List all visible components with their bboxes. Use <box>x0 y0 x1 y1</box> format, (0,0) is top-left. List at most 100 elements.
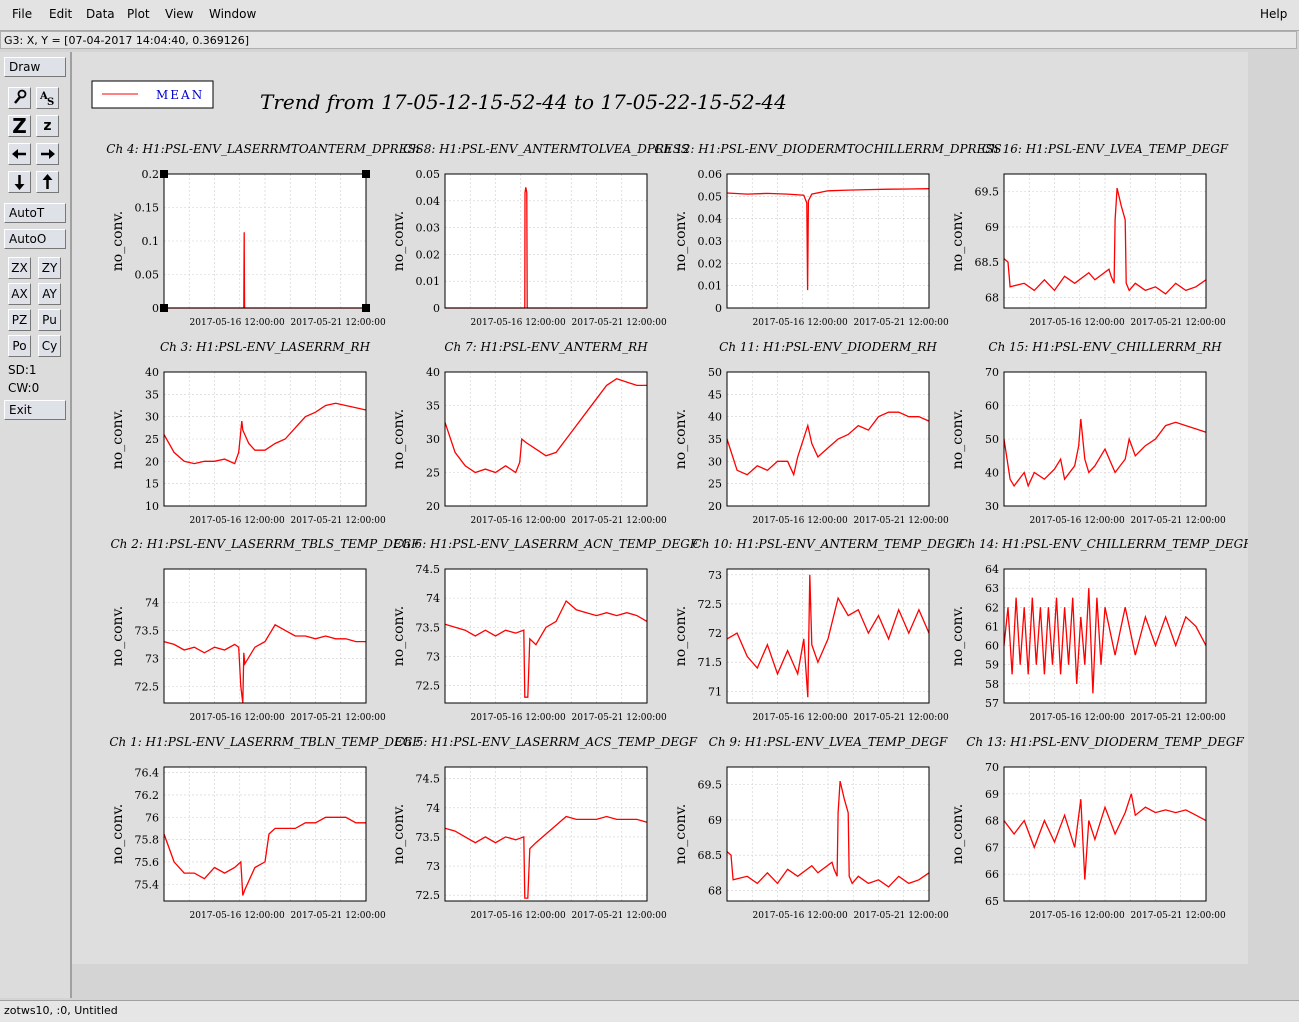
y-tick-label: 0.05 <box>416 168 441 181</box>
y-tick-label: 25 <box>708 478 722 491</box>
magnify-icon[interactable] <box>8 87 31 109</box>
x-tick-label: 2017-05-16 12:00:00 <box>1030 713 1125 723</box>
trend-panel[interactable]: Ch 4: H1:PSL-ENV_LASERRMTOANTERM_DPRESS 0… <box>106 142 423 328</box>
autoo-button[interactable]: AutoO <box>4 229 66 249</box>
y-tick-label: 74 <box>426 592 440 605</box>
x-tick-label: 2017-05-21 12:00:00 <box>572 713 667 723</box>
y-tick-label: 45 <box>708 388 722 401</box>
draw-button[interactable]: Draw <box>4 57 66 77</box>
panel-title: Ch 10: H1:PSL-ENV_ANTERM_TEMP_DEGF <box>693 537 965 551</box>
x-tick-label: 2017-05-21 12:00:00 <box>1131 911 1226 921</box>
mean-series-line <box>444 599 648 698</box>
y-tick-label: 76 <box>145 811 159 824</box>
y-tick-label: 61 <box>985 620 999 633</box>
mean-series-line <box>1003 793 1207 880</box>
y-tick-label: 30 <box>145 411 159 424</box>
exit-button[interactable]: Exit <box>4 400 66 420</box>
cy-button[interactable]: Cy <box>38 335 61 357</box>
menu-data[interactable]: Data <box>86 7 115 21</box>
panel-frame <box>726 568 930 704</box>
trend-panel[interactable]: Ch 7: H1:PSL-ENV_ANTERM_RH 20 25 30 35 40 2017… <box>391 340 667 526</box>
arrow-left-icon[interactable] <box>8 143 31 165</box>
menu-plot[interactable]: Plot <box>127 7 150 21</box>
y-axis-label: no_conv. <box>673 211 689 271</box>
selection-handle[interactable] <box>362 170 370 178</box>
menu-help[interactable]: Help <box>1260 7 1288 21</box>
menu-bar: File Edit Data Plot View Window Help <box>0 0 1299 31</box>
menu-view[interactable]: View <box>165 7 194 21</box>
trend-panel[interactable]: Ch 16: H1:PSL-ENV_LVEA_TEMP_DEGF 68 68.5 69… <box>950 142 1229 328</box>
trend-panel[interactable]: Ch 9: H1:PSL-ENV_LVEA_TEMP_DEGF 68 68.5 69 6… <box>673 735 949 921</box>
panel-title: Ch 15: H1:PSL-ENV_CHILLERRM_RH <box>988 340 1222 354</box>
selection-handle[interactable] <box>362 304 370 312</box>
trend-panel[interactable]: Ch 6: H1:PSL-ENV_LASERRM_ACN_TEMP_DEGF 72… <box>391 537 699 723</box>
trend-panel[interactable]: Ch 10: H1:PSL-ENV_ANTERM_TEMP_DEGF 71 71.5… <box>673 537 964 723</box>
pz-button[interactable]: PZ <box>8 309 31 331</box>
zoom-large-icon[interactable]: Z <box>8 115 31 137</box>
autot-button[interactable]: AutoT <box>4 203 66 223</box>
trend-panel[interactable]: Ch 5: H1:PSL-ENV_LASERRM_ACS_TEMP_DEGF 72… <box>391 735 698 921</box>
trend-panel[interactable]: Ch 8: H1:PSL-ENV_ANTERMTOLVEA_DPRESS 0 0.0… <box>391 142 689 328</box>
y-axis-label: no_conv. <box>110 211 126 271</box>
y-tick-label: 74.5 <box>416 563 441 576</box>
arrow-right-icon[interactable] <box>36 143 59 165</box>
panel-background <box>445 174 647 308</box>
trend-plots[interactable]: MEAN Trend from 17-05-12-15-52-44 to 17-… <box>72 52 1252 964</box>
zx-button[interactable]: ZX <box>8 257 31 279</box>
arrow-down-icon[interactable] <box>8 171 31 193</box>
mean-series-line <box>726 411 930 477</box>
y-tick-label: 40 <box>708 411 722 424</box>
trend-panel[interactable]: Ch 11: H1:PSL-ENV_DIODERM_RH 20 25 30 35 40 45… <box>673 340 949 526</box>
panel-background <box>445 569 647 703</box>
x-tick-label: 2017-05-16 12:00:00 <box>190 713 285 723</box>
x-tick-label: 2017-05-21 12:00:00 <box>1131 318 1226 328</box>
y-tick-label: 73 <box>426 650 440 663</box>
x-tick-label: 2017-05-21 12:00:00 <box>854 516 949 526</box>
y-tick-label: 62 <box>985 601 999 614</box>
po-button[interactable]: Po <box>8 335 31 357</box>
arrow-up-icon[interactable] <box>36 171 59 193</box>
zy-button[interactable]: ZY <box>38 257 61 279</box>
trend-panel[interactable]: Ch 3: H1:PSL-ENV_LASERRM_RH 10 15 20 25 30 35 4… <box>110 340 386 526</box>
selection-handle[interactable] <box>160 170 168 178</box>
panel-frame <box>444 173 648 309</box>
y-axis-label: no_conv. <box>950 211 966 271</box>
y-axis-label: no_conv. <box>110 409 126 469</box>
x-tick-label: 2017-05-16 12:00:00 <box>190 516 285 526</box>
x-tick-label: 2017-05-16 12:00:00 <box>1030 318 1125 328</box>
mean-series-line <box>163 816 366 896</box>
panel-frame <box>1003 371 1207 507</box>
trend-panel[interactable]: Ch 14: H1:PSL-ENV_CHILLERRM_TEMP_DEGF 57 5… <box>950 537 1252 723</box>
trend-panel[interactable]: Ch 12: H1:PSL-ENV_DIODERMTOCHILLERRM_DPR… <box>654 142 1001 328</box>
y-tick-label: 58 <box>985 678 999 691</box>
plot-area[interactable]: MEAN Trend from 17-05-12-15-52-44 to 17-… <box>72 52 1252 964</box>
trend-panel[interactable]: Ch 2: H1:PSL-ENV_LASERRM_TBLS_TEMP_DEGF 7… <box>110 537 420 723</box>
y-axis-label: no_conv. <box>673 606 689 666</box>
panel-frame <box>726 173 930 309</box>
menu-file[interactable]: File <box>12 7 33 21</box>
zoom-small-icon[interactable]: z <box>36 115 59 137</box>
y-tick-label: 0.04 <box>416 195 441 208</box>
ay-button[interactable]: AY <box>38 283 61 305</box>
menu-edit[interactable]: Edit <box>49 7 73 21</box>
trend-panel[interactable]: Ch 15: H1:PSL-ENV_CHILLERRM_RH 30 40 50 60 70… <box>950 340 1226 526</box>
y-tick-label: 69.5 <box>975 186 1000 199</box>
menu-window[interactable]: Window <box>209 7 257 21</box>
panel-frame <box>163 568 367 704</box>
panel-frame <box>444 371 648 507</box>
y-tick-label: 69 <box>985 221 999 234</box>
x-tick-label: 2017-05-16 12:00:00 <box>471 318 566 328</box>
y-tick-label: 40 <box>426 366 440 379</box>
ax-button[interactable]: AX <box>8 283 31 305</box>
x-tick-label: 2017-05-21 12:00:00 <box>1131 713 1226 723</box>
panel-title: Ch 2: H1:PSL-ENV_LASERRM_TBLS_TEMP_DEGF <box>110 537 420 551</box>
selection-handle[interactable] <box>160 304 168 312</box>
y-tick-label: 20 <box>145 455 159 468</box>
x-tick-label: 2017-05-21 12:00:00 <box>291 318 386 328</box>
trend-panel[interactable]: Ch 1: H1:PSL-ENV_LASERRM_TBLN_TEMP_DEGF 7… <box>109 735 421 921</box>
panel-frame <box>726 371 930 507</box>
trend-panel[interactable]: Ch 13: H1:PSL-ENV_DIODERM_TEMP_DEGF 65 66 6… <box>950 735 1244 921</box>
pu-button[interactable]: Pu <box>38 309 61 331</box>
